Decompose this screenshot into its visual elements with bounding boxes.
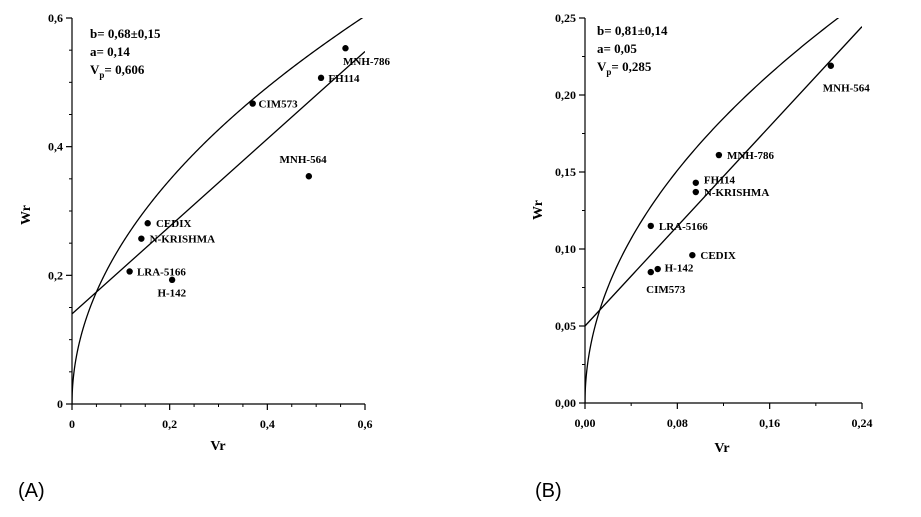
y-tick-label: 0,25 (555, 11, 576, 25)
y-tick-label: 0,00 (555, 396, 576, 410)
x-tick-label: 0,08 (667, 416, 688, 430)
point-label: MNH-564 (280, 154, 328, 166)
data-point (317, 74, 325, 82)
data-point (342, 45, 349, 52)
stat-annotation: a= 0,14 (90, 44, 130, 59)
point-label: LRA-5166 (659, 221, 708, 233)
panel-a: 0 0,2 0,4 0,6 0 0,2 0,4 0,6 Vr Wr MNH-786 FH114 CIM5… (18, 11, 391, 502)
stat-text: V (597, 59, 607, 74)
y-tick-label: 0,10 (555, 242, 576, 256)
point-label: H-142 (157, 288, 186, 300)
y-tick-label: 0,20 (555, 88, 576, 102)
panel-label: (A) (18, 480, 45, 502)
regression-line (72, 50, 365, 315)
data-point (715, 151, 723, 159)
point-label: CIM573 (259, 99, 299, 111)
data-point (144, 220, 151, 227)
stat-text: = 0,606 (104, 62, 144, 77)
point-label: N-KRISHMA (704, 187, 769, 199)
x-axis-label: Vr (210, 439, 225, 454)
x-tick-label: 0,16 (759, 416, 780, 430)
point-label: LRA-5166 (137, 266, 186, 278)
panel-label: (B) (535, 480, 562, 502)
point-label: FH114 (328, 73, 360, 85)
y-tick-label: 0,6 (48, 11, 63, 25)
y-tick-label: 0,15 (555, 165, 576, 179)
y-tick-label: 0,4 (48, 140, 63, 154)
stat-text: = 0,285 (611, 59, 651, 74)
y-tick-label: 0 (57, 397, 63, 411)
panel-b: 0,00 0,05 0,10 0,15 0,20 0,25 0,00 0,08 0,16 0,24… (531, 11, 873, 502)
stat-annotation: Vp= 0,606 (90, 62, 145, 80)
point-label: N-KRISHMA (150, 234, 215, 246)
x-tick-label: 0 (69, 417, 75, 431)
point-label: MNH-786 (343, 56, 391, 68)
x-tick-label: 0,2 (162, 417, 177, 431)
y-tick-label: 0,2 (48, 268, 63, 282)
stat-text: a= 0,05 (597, 41, 637, 56)
regression-line (585, 26, 862, 327)
stat-text: a= 0,14 (90, 44, 130, 59)
point-label: CEDIX (156, 218, 192, 230)
point-label: MNH-564 (823, 82, 871, 94)
x-axis-label: Vr (714, 441, 729, 456)
stat-annotation: a= 0,05 (597, 41, 637, 56)
point-label: CIM573 (646, 284, 686, 296)
y-axis-label: Wr (19, 205, 34, 225)
x-tick-label: 0,4 (260, 417, 275, 431)
limiting-parabola (72, 18, 364, 404)
x-tick-label: 0,24 (852, 416, 873, 430)
data-point (654, 265, 661, 273)
stat-annotation: b= 0,81±0,14 (597, 23, 668, 38)
data-point (827, 62, 835, 69)
point-label: CEDIX (700, 250, 736, 262)
data-point (647, 268, 654, 276)
data-point (305, 173, 313, 180)
stat-subscript: p (99, 70, 104, 80)
y-tick-label: 0,05 (555, 319, 576, 333)
stat-subscript: p (606, 67, 611, 77)
x-tick-label: 0,6 (358, 417, 373, 431)
data-point (138, 235, 145, 242)
data-point (647, 222, 654, 230)
y-axis-label: Wr (531, 200, 546, 220)
data-point (249, 100, 256, 107)
stat-text: b= 0,81±0,14 (597, 23, 668, 38)
point-label: FH114 (704, 175, 736, 187)
point-label: MNH-786 (727, 150, 775, 162)
data-point (692, 179, 699, 186)
data-point (168, 276, 176, 284)
stat-annotation: b= 0,68±0,15 (90, 26, 161, 41)
limiting-parabola (585, 18, 840, 403)
data-point (692, 188, 699, 196)
point-label: H-142 (665, 262, 694, 274)
stat-text: V (90, 62, 100, 77)
data-point (126, 268, 133, 275)
data-point (689, 251, 696, 259)
stat-annotation: Vp= 0,285 (597, 59, 652, 77)
x-tick-label: 0,00 (575, 416, 596, 430)
stat-text: b= 0,68±0,15 (90, 26, 161, 41)
